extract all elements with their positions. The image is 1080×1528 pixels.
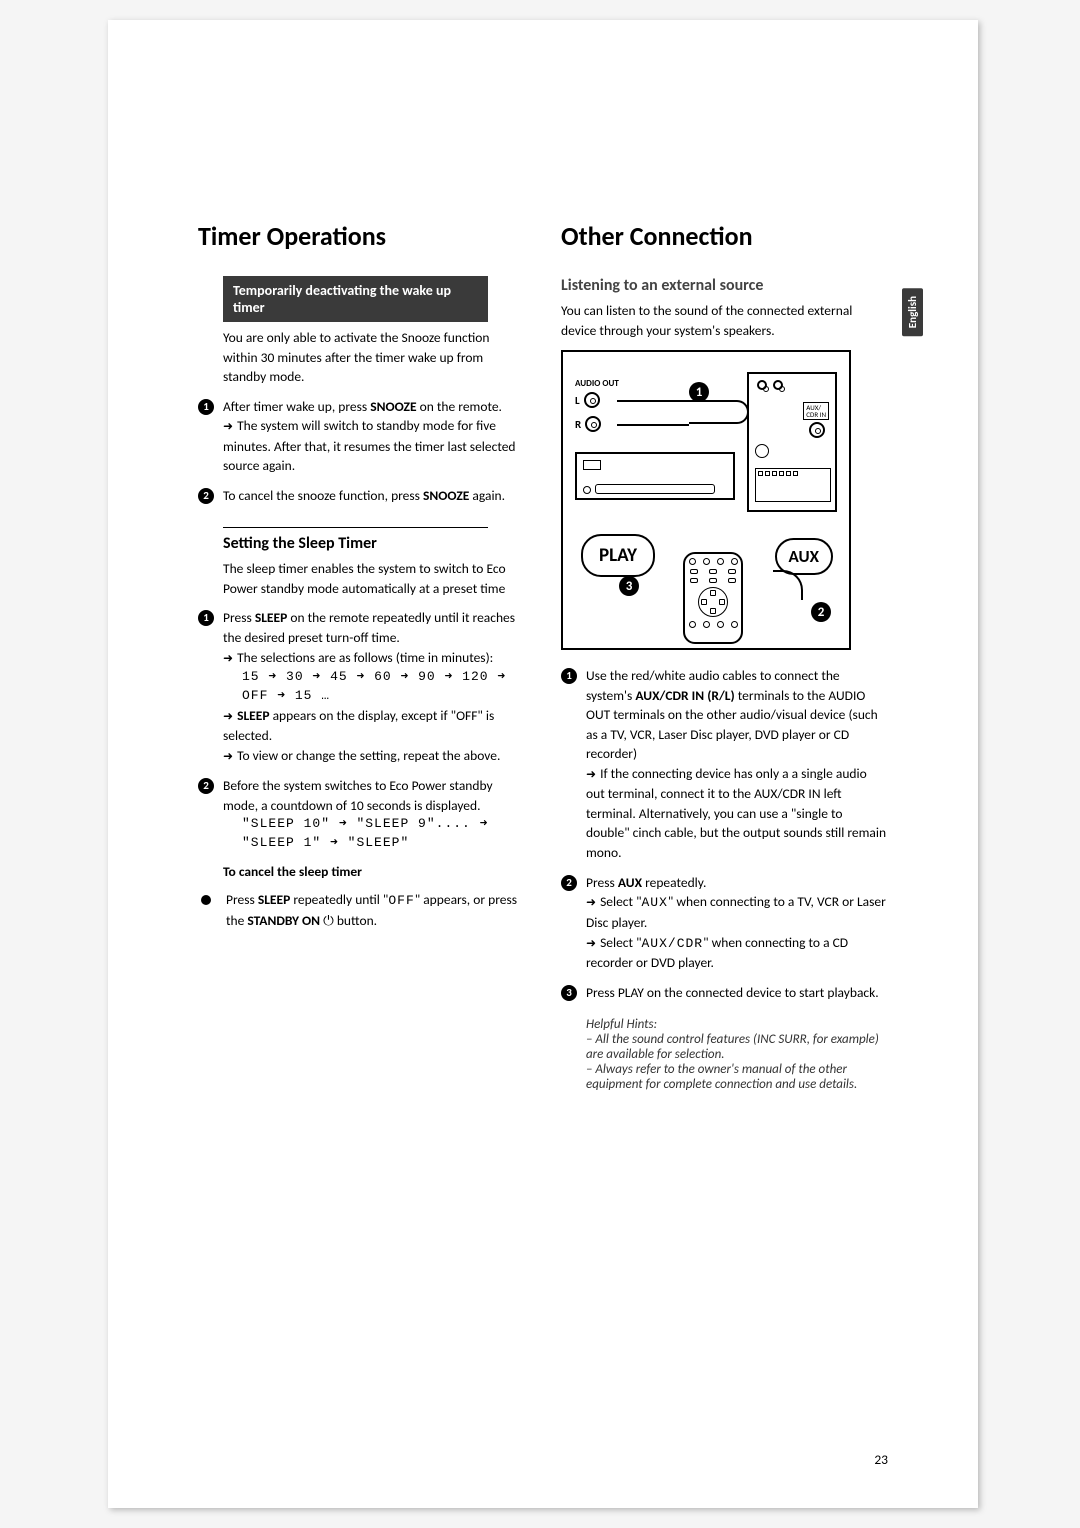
step-number-icon: 2 (561, 875, 577, 891)
step-number-icon: 3 (561, 985, 577, 1001)
cable-bend-icon (689, 400, 749, 424)
step-text: Before the system switches to Eco Power … (223, 776, 525, 815)
hint-1: – All the sound control features (INC SU… (586, 1032, 888, 1062)
step-number-icon: 1 (561, 668, 577, 684)
language-tab: English (902, 288, 923, 336)
right-title: Other Connection (561, 220, 888, 252)
left-title: Timer Operations (198, 220, 525, 252)
conn-step-1: 1 Use the red/white audio cables to conn… (561, 666, 888, 764)
sleep-step-1: 1 Press SLEEP on the remote repeatedly u… (198, 608, 525, 647)
step-text: Press AUX repeatedly. (586, 873, 888, 893)
external-intro: You can listen to the sound of the conne… (561, 301, 888, 340)
conn-step-2: 2 Press AUX repeatedly. (561, 873, 888, 893)
step-text: To cancel the snooze function, press SNO… (223, 486, 525, 506)
aux-jack-icon (809, 422, 825, 438)
sleep-sequence: 15 ➜ 30 ➜ 45 ➜ 60 ➜ 90 ➜ 120 ➜ OFF ➜ 15 … (242, 668, 525, 706)
conn-step1-note: If the connecting device has only a a si… (586, 764, 888, 863)
conn-step-3: 3 Press PLAY on the connected device to … (561, 983, 888, 1003)
connection-diagram: AUDIO OUT L R AUX/CDR IN (561, 350, 851, 650)
snooze-step1-note: The system will switch to standby mode f… (223, 416, 525, 476)
system-jack-icon (773, 380, 783, 390)
cable-icon (617, 424, 689, 426)
diagram-num-3-icon: 3 (619, 576, 639, 596)
sleep-note-1: The selections are as follows (time in m… (223, 648, 525, 668)
system-back-icon: AUX/CDR IN (747, 372, 837, 512)
step-text: Use the red/white audio cables to connec… (586, 666, 888, 764)
left-column: Timer Operations Temporarily deactivatin… (198, 220, 525, 1092)
system-jack-icon (757, 380, 767, 390)
source-device-icon (575, 452, 735, 500)
step-text: Press SLEEP repeatedly until "OFF" appea… (226, 890, 525, 930)
sleep-timer-heading: Setting the Sleep Timer (223, 527, 488, 553)
sleep-note-2: SLEEP appears on the display, except if … (223, 706, 525, 746)
diagram-num-2-icon: 2 (811, 602, 831, 622)
jack-r-label: R (575, 418, 581, 431)
remote-icon (683, 552, 743, 644)
step-number-icon: 2 (198, 488, 214, 504)
cancel-sleep-heading: To cancel the sleep timer (223, 863, 525, 880)
content-columns: Timer Operations Temporarily deactivatin… (198, 220, 888, 1092)
conn-step2-note2: Select "AUX/CDR" when connecting to a CD… (586, 933, 888, 973)
conn-step2-note1: Select "AUX" when connecting to a TV, VC… (586, 892, 888, 932)
step-text: After timer wake up, press SNOOZE on the… (223, 397, 525, 417)
bullet-icon (201, 895, 211, 905)
sleep-step-2: 2 Before the system switches to Eco Powe… (198, 776, 525, 815)
step-text: Press SLEEP on the remote repeatedly unt… (223, 608, 525, 647)
diagram-num-1-icon: 1 (689, 382, 709, 402)
wake-timer-box: Temporarily deactivating the wake up tim… (223, 276, 488, 322)
page-number: 23 (874, 1451, 888, 1468)
aux-cdr-label: AUX/CDR IN (803, 402, 829, 420)
step-text: Press PLAY on the connected device to st… (586, 983, 888, 1003)
cable-icon (617, 400, 689, 402)
step-number-icon: 1 (198, 399, 214, 415)
snooze-step-2: 2 To cancel the snooze function, press S… (198, 486, 525, 506)
snooze-step-1: 1 After timer wake up, press SNOOZE on t… (198, 397, 525, 417)
sleep-intro: The sleep timer enables the system to sw… (223, 559, 525, 598)
jack-l-label: L (575, 394, 580, 407)
hint-2: – Always refer to the owner's manual of … (586, 1062, 888, 1092)
jack-r-icon (585, 416, 601, 432)
sleep-note-3: To view or change the setting, repeat th… (223, 746, 525, 766)
step-number-icon: 1 (198, 610, 214, 626)
cancel-sleep-step: Press SLEEP repeatedly until "OFF" appea… (198, 890, 525, 930)
wake-timer-body: You are only able to activate the Snooze… (223, 328, 525, 387)
audio-out-label: AUDIO OUT (575, 378, 619, 389)
play-bubble: PLAY (581, 534, 655, 577)
step-number-icon: 2 (198, 778, 214, 794)
sleep-countdown: "SLEEP 10" ➜ "SLEEP 9".... ➜ "SLEEP 1" ➜… (242, 815, 525, 853)
right-column: Other Connection Listening to an externa… (561, 220, 888, 1092)
jack-l-icon (584, 392, 600, 408)
external-source-heading: Listening to an external source (561, 276, 888, 295)
hints-heading: Helpful Hints: (586, 1017, 888, 1032)
page: English Timer Operations Temporarily dea… (108, 20, 978, 1508)
